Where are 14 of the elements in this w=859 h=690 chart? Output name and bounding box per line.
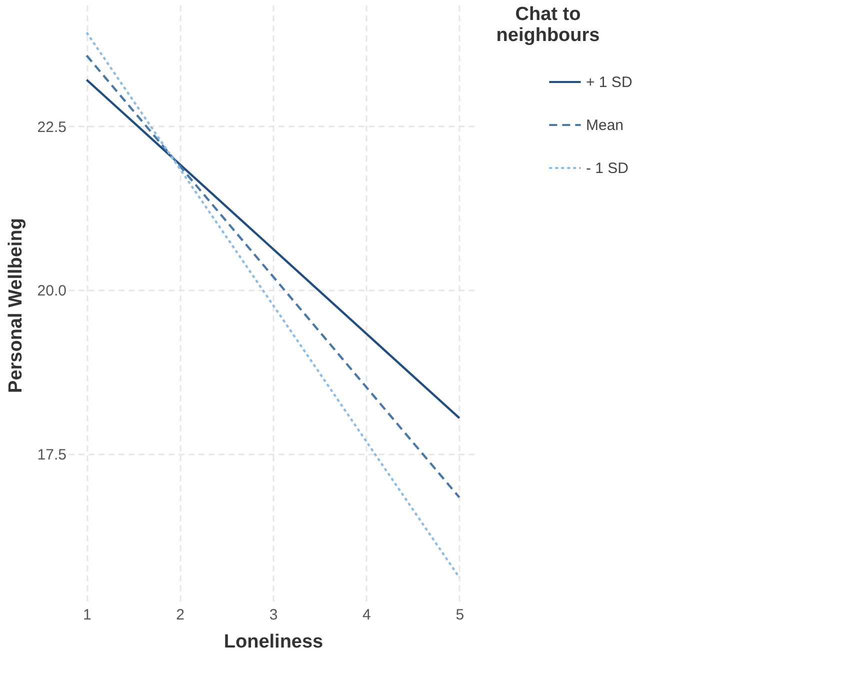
x-tick-label: 5 xyxy=(456,606,464,624)
x-tick-label: 3 xyxy=(269,606,278,624)
x-axis-title: Loneliness xyxy=(224,632,324,652)
x-tick-label: 1 xyxy=(82,606,92,624)
y-axis-title: Personal Wellbeing xyxy=(5,218,26,393)
legend-title: Chat to neighbours xyxy=(496,4,600,46)
legend-label: - 1 SD xyxy=(586,160,629,177)
y-tick-label: 20.0 xyxy=(37,282,66,300)
legend-label: + 1 SD xyxy=(586,74,632,91)
y-tick-label: 17.5 xyxy=(37,446,66,464)
legend-label: Mean xyxy=(586,117,624,134)
x-tick-label: 4 xyxy=(362,606,371,624)
x-tick-label: 2 xyxy=(176,606,184,624)
y-tick-label: 22.5 xyxy=(37,118,66,136)
